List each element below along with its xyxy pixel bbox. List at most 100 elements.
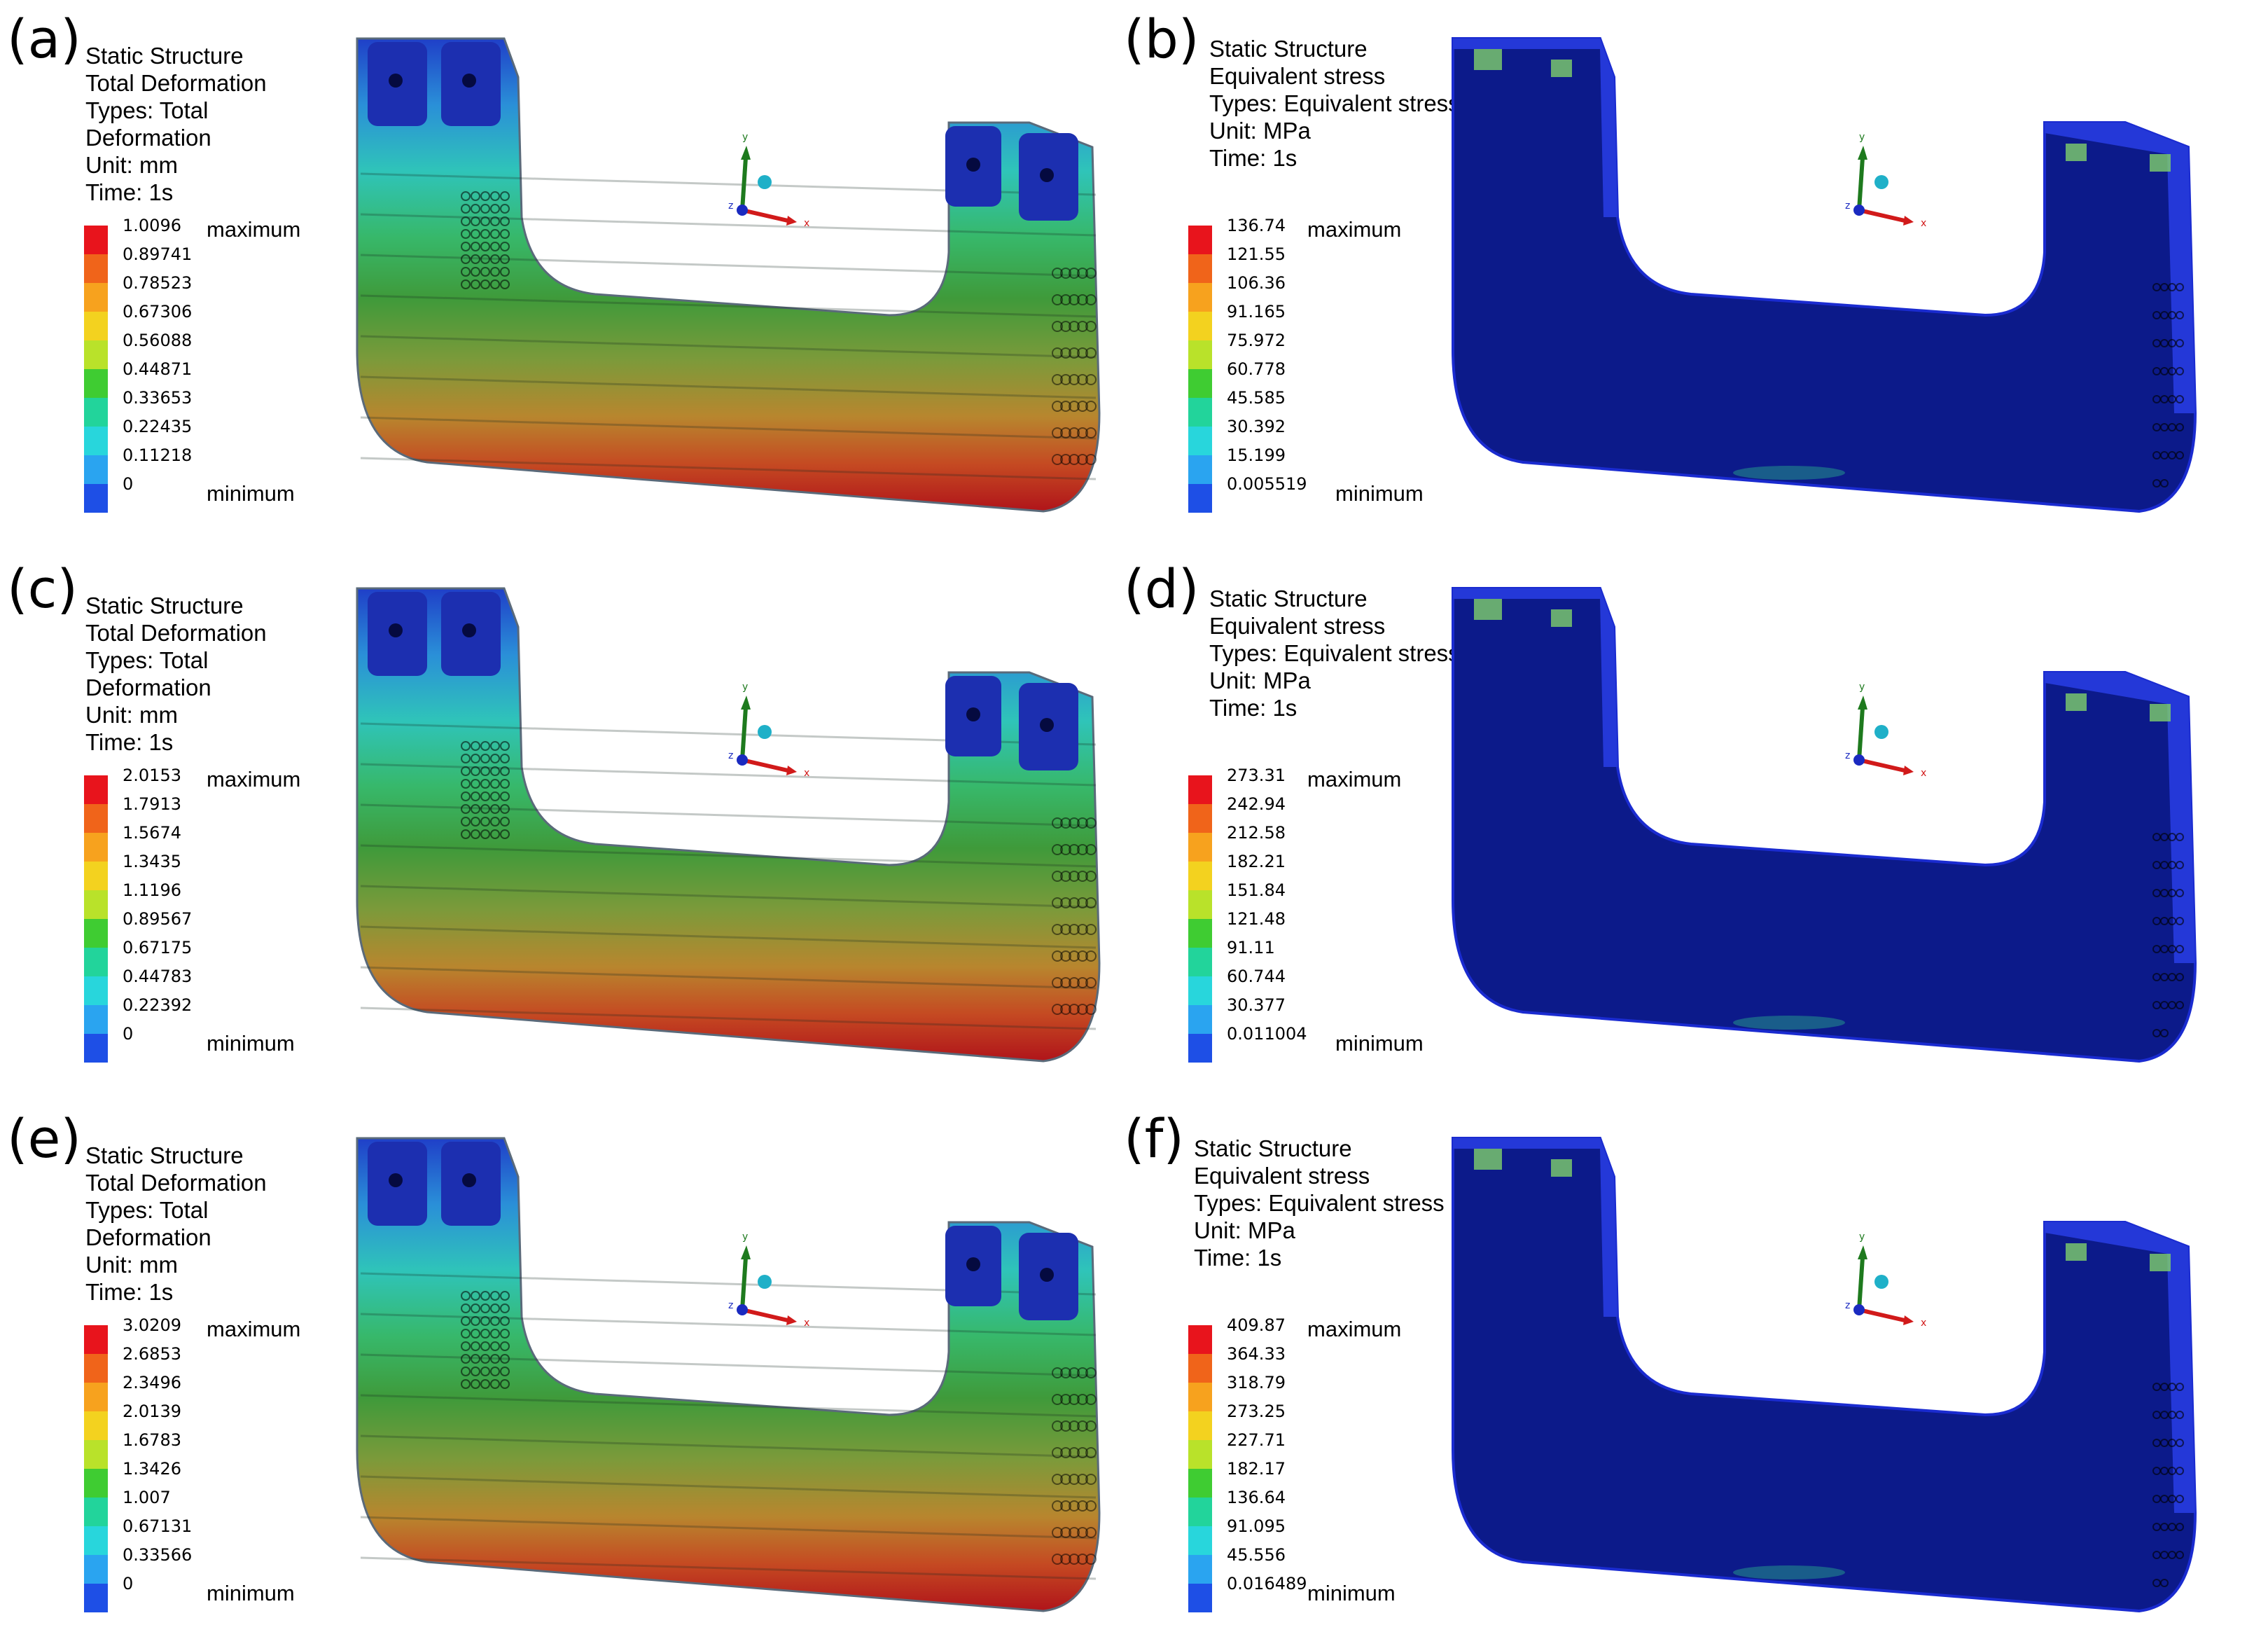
legend-minimum-label: minimum	[1335, 1031, 1424, 1056]
color-legend	[84, 226, 108, 513]
legend-tick-label: 136.74	[1227, 216, 1286, 235]
svg-text:x: x	[804, 1318, 809, 1329]
legend-swatch	[84, 1498, 108, 1526]
legend-tick-label: 2.0153	[123, 766, 181, 785]
legend-minimum-label: minimum	[207, 481, 295, 506]
legend-swatch	[1188, 833, 1212, 862]
info-line: Deformation	[85, 1224, 211, 1250]
info-line: Time: 1s	[85, 729, 174, 755]
svg-text:x: x	[804, 218, 809, 229]
coordinate-triad-icon: x y z	[728, 1233, 809, 1329]
legend-tick-label: 0.67175	[123, 938, 193, 957]
info-line: Total Deformation	[85, 1170, 267, 1196]
legend-swatch	[1188, 976, 1212, 1005]
stress-contour-model	[1452, 1137, 2197, 1613]
info-line: Unit: MPa	[1194, 1217, 1295, 1243]
legend-swatch	[1188, 1555, 1212, 1584]
legend-tick-label: 273.25	[1227, 1402, 1286, 1421]
svg-text:x: x	[1921, 768, 1926, 779]
info-line: Time: 1s	[85, 1279, 174, 1305]
legend-swatch	[1188, 919, 1212, 948]
legend-tick-label: 0.33566	[123, 1545, 193, 1565]
legend-swatch	[1188, 427, 1212, 455]
legend-swatch	[1188, 398, 1212, 427]
legend-tick-label: 242.94	[1227, 794, 1286, 814]
legend-swatch	[84, 455, 108, 484]
legend-tick-label: 1.007	[123, 1488, 171, 1507]
svg-text:z: z	[1845, 1300, 1850, 1311]
legend-swatch	[84, 919, 108, 948]
legend-swatch	[1188, 1469, 1212, 1498]
legend-tick-label: 30.377	[1227, 995, 1286, 1015]
legend-swatch	[84, 1034, 108, 1063]
svg-text:x: x	[804, 768, 809, 779]
result-info: Static Structure Equivalent stress Types: …	[1194, 1135, 1445, 1271]
info-line: Deformation	[85, 675, 211, 700]
legend-tick-label: 91.095	[1227, 1516, 1286, 1536]
legend-tick-label: 212.58	[1227, 823, 1286, 843]
legend-swatch	[1188, 948, 1212, 976]
legend-tick-label: 1.0096	[123, 216, 181, 235]
legend-swatch	[84, 1411, 108, 1440]
legend-swatch	[84, 1383, 108, 1411]
legend-tick-label: 0.016489	[1227, 1574, 1307, 1593]
legend-tick-label: 318.79	[1227, 1373, 1286, 1392]
legend-tick-label: 0.89567	[123, 909, 193, 929]
info-line: Static Structure	[1209, 36, 1368, 62]
legend-swatch	[84, 369, 108, 398]
info-line: Unit: mm	[85, 1252, 178, 1278]
deformation-contour-model	[356, 587, 1101, 1063]
info-line: Unit: MPa	[1209, 668, 1311, 693]
legend-tick-label: 2.3496	[123, 1373, 181, 1392]
legend-swatch	[1188, 1325, 1212, 1354]
legend-tick-label: 60.744	[1227, 967, 1286, 986]
coordinate-triad-icon: x y z	[1845, 1233, 1926, 1329]
legend-tick-label: 364.33	[1227, 1344, 1286, 1364]
info-line: Equivalent stress	[1209, 613, 1386, 639]
legend-minimum-label: minimum	[207, 1581, 295, 1605]
legend-swatch	[1188, 862, 1212, 890]
info-line: Unit: mm	[85, 152, 178, 178]
legend-swatch	[84, 1584, 108, 1612]
panel-b: (b) Static Structure Equivalent stress Type…	[1117, 0, 2234, 539]
legend-tick-label: 45.556	[1227, 1545, 1286, 1565]
legend-swatch	[84, 976, 108, 1005]
svg-text:z: z	[1845, 750, 1850, 761]
deformation-contour-model	[356, 1137, 1101, 1612]
legend-tick-label: 0.33653	[123, 388, 193, 408]
svg-text:x: x	[1921, 1318, 1926, 1329]
legend-swatch	[1188, 283, 1212, 312]
info-line: Types: Equivalent stress	[1209, 640, 1460, 666]
result-info: Static Structure Equivalent stress Types: …	[1209, 35, 1460, 172]
legend-tick-label: 0	[123, 1574, 134, 1593]
legend-tick-label: 0.44871	[123, 359, 193, 379]
legend-swatch	[1188, 1005, 1212, 1034]
color-legend	[1188, 1325, 1212, 1612]
legend-tick-label: 1.7913	[123, 794, 181, 814]
info-line: Types: Total	[85, 1197, 209, 1223]
panel-f: (f) Static Structure Equivalent stress Type…	[1117, 1100, 2234, 1639]
info-line: Time: 1s	[1209, 145, 1298, 171]
legend-swatch	[84, 312, 108, 340]
legend-tick-label: 0.11218	[123, 445, 193, 465]
legend-swatch	[84, 484, 108, 513]
info-line: Total Deformation	[85, 620, 267, 646]
legend-tick-label: 0.56088	[123, 331, 193, 350]
result-info: Static Structure Equivalent stress Types: …	[1209, 585, 1460, 721]
legend-swatch	[84, 1440, 108, 1469]
legend-tick-label: 0.005519	[1227, 474, 1307, 494]
legend-swatch	[1188, 775, 1212, 804]
coordinate-triad-icon: x y z	[728, 683, 809, 779]
info-line: Static Structure	[1194, 1135, 1352, 1161]
legend-tick-label: 45.585	[1227, 388, 1286, 408]
legend-tick-label: 1.1196	[123, 880, 181, 900]
result-info: Static Structure Total Deformation Types: …	[85, 592, 267, 756]
legend-swatch	[84, 775, 108, 804]
legend-tick-label: 151.84	[1227, 880, 1286, 900]
legend-tick-label: 0.22392	[123, 995, 193, 1015]
legend-tick-label: 227.71	[1227, 1430, 1286, 1450]
legend-tick-label: 1.3426	[123, 1459, 181, 1479]
info-line: Unit: MPa	[1209, 118, 1311, 144]
info-line: Types: Total	[85, 647, 209, 673]
svg-text:y: y	[1859, 683, 1865, 693]
